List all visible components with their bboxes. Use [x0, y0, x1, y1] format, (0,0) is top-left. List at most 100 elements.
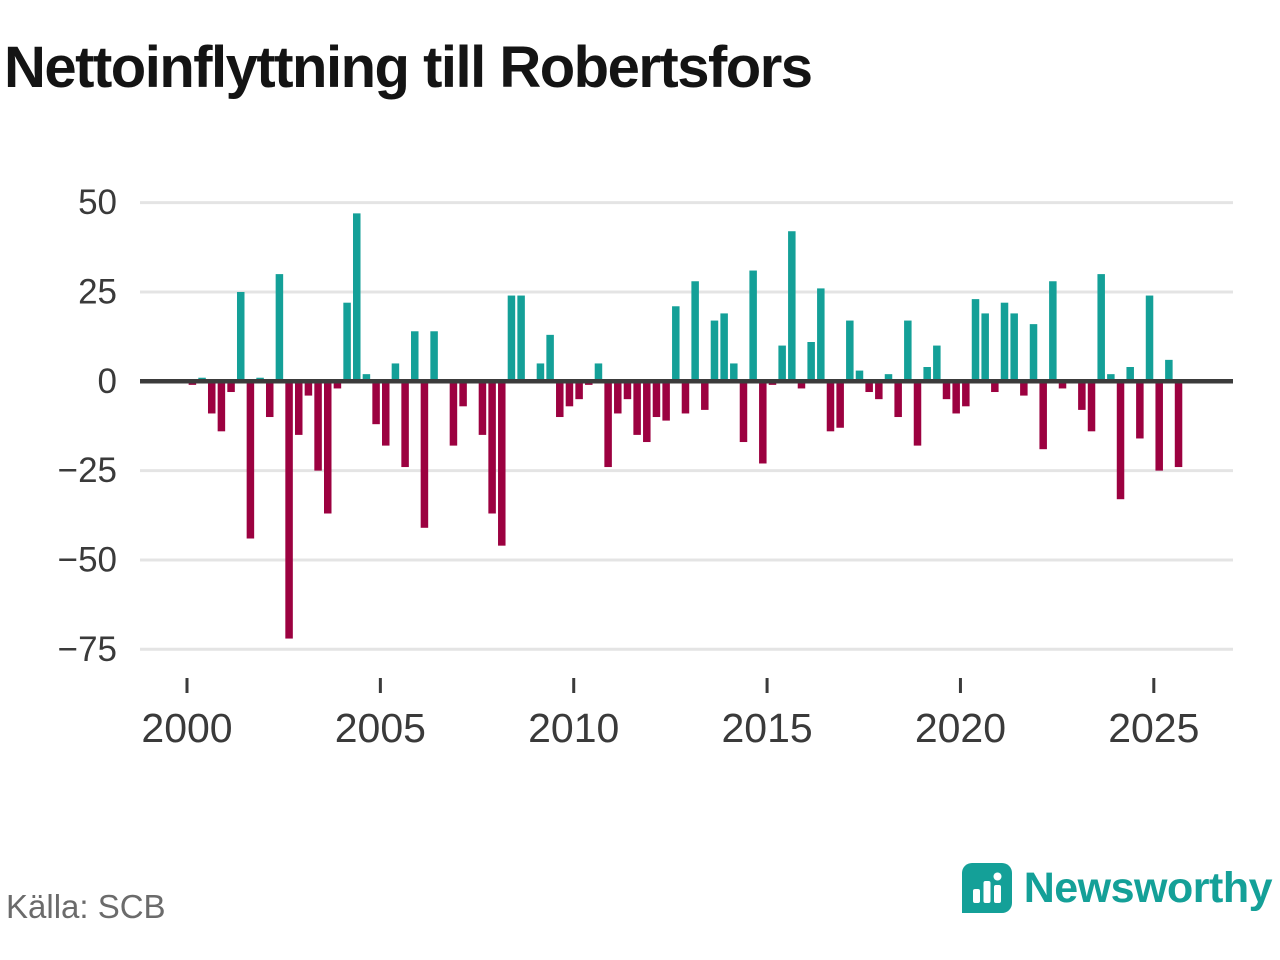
bar-2004Q4: [372, 381, 380, 425]
bar-2009Q1: [536, 363, 545, 382]
bar-2004Q3: [362, 374, 371, 382]
bar-2013Q2: [701, 381, 709, 410]
bar-2018Q3: [904, 320, 912, 382]
bar-2023Q1: [1078, 381, 1086, 410]
newsworthy-logo: Newsworthy: [961, 862, 1273, 914]
bar-2008Q1: [498, 381, 506, 546]
bar-2015Q4: [797, 381, 806, 389]
bar-2024Q1: [1116, 381, 1125, 500]
bar-2010Q4: [604, 381, 612, 468]
bar-2001Q2: [236, 291, 245, 382]
bar-2015Q2: [778, 345, 786, 382]
source-caption: Källa: SCB: [6, 888, 166, 925]
newsworthy-logo-icon: [961, 862, 1013, 914]
bar-2008Q3: [517, 295, 525, 382]
bar-2010Q1: [575, 381, 583, 400]
x-axis-label-2015: 2015: [721, 705, 812, 751]
newsworthy-wordmark: Newsworthy: [1023, 863, 1273, 912]
bar-2021Q1: [1000, 302, 1009, 382]
bar-2020Q1: [962, 381, 970, 407]
bar-2012Q3: [672, 306, 680, 382]
bar-2006Q2: [430, 331, 438, 382]
bar-2007Q4: [488, 381, 496, 514]
y-axis-label--25: −25: [58, 451, 117, 490]
bar-2000Q4: [217, 381, 226, 432]
bar-2012Q4: [681, 381, 690, 414]
y-axis-label-0: 0: [98, 362, 117, 401]
bar-2013Q1: [691, 281, 699, 382]
bar-2009Q4: [565, 381, 574, 407]
bar-2024Q4: [1145, 295, 1154, 382]
bar-2007Q1: [459, 381, 467, 407]
bar-2024Q3: [1136, 381, 1144, 439]
bar-2009Q3: [556, 381, 564, 418]
bar-2001Q1: [227, 381, 235, 393]
bar-2014Q3: [749, 270, 757, 382]
bar-2009Q2: [546, 334, 554, 382]
bar-2003Q4: [333, 381, 342, 389]
bar-2012Q2: [662, 381, 670, 421]
x-axis-label-2000: 2000: [141, 705, 232, 751]
bar-2002Q4: [295, 381, 303, 435]
bar-2018Q2: [894, 381, 902, 418]
x-axis-label-2025: 2025: [1108, 705, 1199, 751]
bar-2016Q2: [817, 288, 825, 382]
bar-2006Q1: [420, 381, 429, 528]
bar-2007Q3: [478, 381, 487, 435]
x-axis-label-2005: 2005: [335, 705, 426, 751]
bar-2005Q3: [401, 381, 409, 468]
bar-2002Q3: [285, 381, 293, 639]
bar-2011Q3: [633, 381, 641, 435]
bar-chart: 50 25 0 −25 −50 −75 2000 2005 2010 2015 2020 2025: [58, 183, 1233, 751]
bar-2017Q4: [875, 381, 883, 400]
bar-2016Q4: [836, 381, 844, 428]
bar-2015Q3: [788, 231, 796, 382]
bar-2011Q1: [614, 381, 622, 414]
x-axis-label-2010: 2010: [528, 705, 619, 751]
bar-2022Q3: [1058, 381, 1067, 389]
bar-2023Q4: [1107, 374, 1115, 382]
bar-2025Q2: [1165, 359, 1173, 382]
bar-2006Q4: [449, 381, 458, 446]
y-axis-label-50: 50: [78, 183, 117, 222]
bar-2019Q2: [933, 345, 941, 382]
bar-2000Q3: [207, 381, 216, 414]
bar-2016Q3: [826, 381, 835, 432]
bar-2017Q1: [846, 320, 854, 382]
y-axis-label--75: −75: [58, 630, 117, 669]
bar-2021Q4: [1029, 324, 1038, 382]
bar-2002Q1: [265, 381, 274, 418]
y-axis-label--50: −50: [58, 540, 117, 579]
bar-2004Q1: [343, 302, 351, 382]
bar-2011Q2: [623, 381, 632, 400]
chart-title: Nettoinflyttning till Robertsfors: [4, 35, 813, 100]
bar-2022Q2: [1049, 281, 1057, 382]
bar-2003Q3: [324, 381, 332, 514]
bar-2025Q3: [1174, 381, 1183, 468]
bar-2010Q3: [594, 363, 603, 382]
bar-2025Q1: [1155, 381, 1163, 471]
bar-2014Q2: [739, 381, 748, 443]
bar-2005Q1: [382, 381, 390, 446]
bar-2005Q2: [391, 363, 400, 382]
bar-2019Q3: [942, 381, 951, 400]
bar-2008Q2: [507, 295, 516, 382]
bar-2004Q2: [353, 213, 361, 382]
bar-2014Q1: [730, 363, 738, 382]
bar-2017Q3: [865, 381, 873, 393]
bar-2012Q1: [652, 381, 661, 418]
bar-2005Q4: [411, 331, 419, 382]
bar-2021Q2: [1010, 313, 1018, 382]
bar-2020Q4: [991, 381, 999, 393]
bar-2018Q4: [913, 381, 922, 446]
bar-2024Q2: [1126, 367, 1134, 382]
bar-2020Q3: [981, 313, 989, 382]
bar-2020Q2: [971, 299, 980, 382]
bar-2003Q1: [304, 381, 313, 396]
bar-2011Q4: [643, 381, 651, 443]
bar-2023Q2: [1087, 381, 1096, 432]
bar-2022Q1: [1039, 381, 1047, 450]
x-axis-label-2020: 2020: [915, 705, 1006, 751]
bar-2016Q1: [807, 342, 815, 382]
bar-2023Q3: [1097, 274, 1105, 382]
